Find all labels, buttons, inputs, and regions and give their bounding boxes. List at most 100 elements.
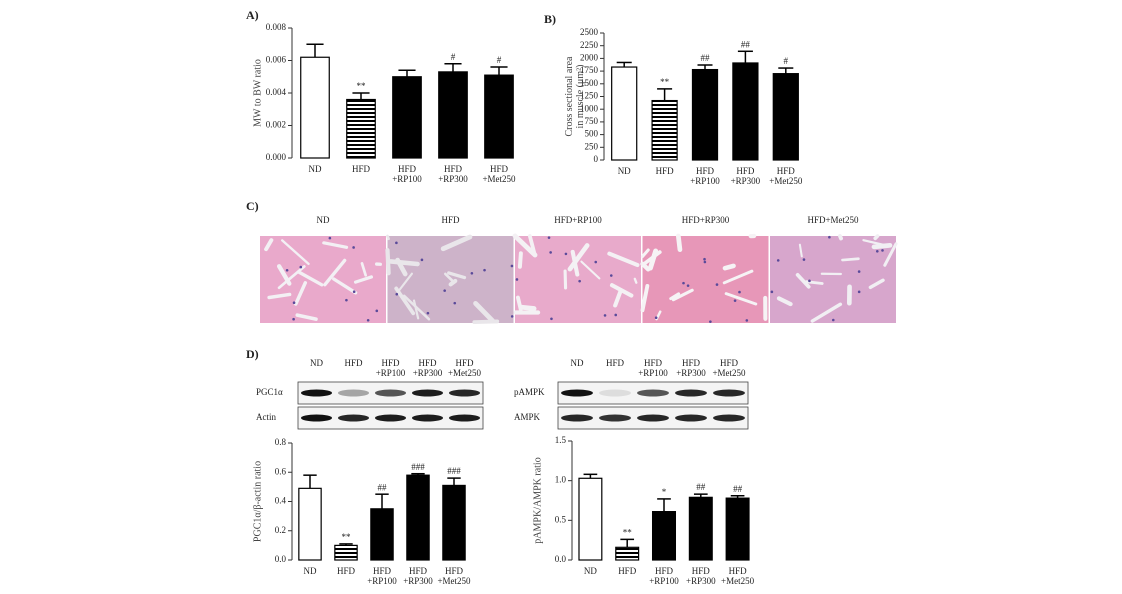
significance-label: ## — [696, 482, 706, 492]
cell-border — [394, 286, 416, 316]
cell-border — [385, 248, 391, 276]
bar — [688, 496, 713, 561]
y-tick-label: 2500 — [580, 27, 599, 37]
cell-border — [580, 260, 601, 280]
nucleus — [395, 241, 398, 245]
bar — [772, 73, 799, 161]
cell-border — [519, 304, 537, 312]
lane-label: HFD +RP100 — [376, 358, 406, 378]
y-tick-label: 1.0 — [555, 475, 567, 485]
blot-band — [675, 414, 707, 422]
y-tick-label: 1250 — [580, 91, 599, 101]
blot-band — [374, 389, 407, 397]
y-tick-label: 0.006 — [266, 55, 287, 65]
x-tick-label: HFD +RP100 — [367, 566, 397, 586]
bar — [484, 74, 514, 159]
bar — [651, 511, 677, 561]
y-tick-label: 0.000 — [266, 152, 287, 162]
x-tick-label: HFD +RP300 — [403, 566, 433, 586]
y-tick-label: 1.5 — [555, 435, 567, 445]
nucleus — [420, 258, 424, 262]
cell-border — [332, 277, 358, 295]
x-tick-label: HFD +Met250 — [721, 566, 755, 586]
cell-border — [804, 280, 824, 285]
lane-label: HFD +Met250 — [448, 358, 482, 378]
cell-border — [386, 234, 390, 241]
bar — [346, 98, 376, 159]
cell-border — [862, 239, 888, 247]
nucleus — [857, 270, 861, 273]
cell-border — [567, 243, 590, 272]
significance-label: ### — [447, 466, 461, 476]
nucleus — [352, 246, 355, 249]
bar — [691, 68, 719, 161]
cell-border — [412, 299, 420, 320]
y-tick-label: 0.0 — [555, 554, 567, 564]
nucleus — [594, 260, 598, 264]
nucleus — [776, 259, 780, 262]
y-tick-label: 0.002 — [266, 120, 286, 130]
blot-band — [675, 389, 707, 397]
image-label: HFD+RP100 — [554, 215, 602, 225]
x-tick-label: ND — [618, 166, 631, 176]
nucleus — [802, 258, 806, 261]
bar — [370, 508, 394, 561]
cell-border — [527, 234, 537, 255]
bar — [732, 62, 759, 161]
cell-border — [353, 275, 374, 284]
cell-border — [398, 272, 414, 291]
image-label: HFD — [441, 215, 460, 225]
cell-border — [640, 284, 650, 313]
nucleus — [285, 268, 289, 272]
cell-border — [633, 277, 638, 284]
blot-band — [637, 414, 669, 422]
lane-label: HFD +RP300 — [676, 358, 706, 378]
blot-band — [411, 414, 444, 422]
cell-border — [360, 262, 367, 277]
y-tick-label: 0.0 — [275, 554, 287, 564]
significance-label: ## — [701, 53, 711, 63]
nucleus — [709, 320, 712, 323]
nucleus — [515, 278, 519, 281]
y-tick-label: 0.008 — [266, 22, 287, 32]
blot-band — [561, 389, 593, 397]
x-tick-label: HFD +RP300 — [438, 164, 468, 184]
nucleus — [292, 317, 295, 321]
nucleus — [453, 301, 457, 305]
cell-border — [473, 300, 495, 324]
nucleus — [654, 316, 658, 320]
image-label: HFD+RP300 — [682, 215, 730, 225]
nucleus — [483, 268, 486, 272]
y-tick-label: 750 — [585, 116, 599, 126]
nucleus — [426, 311, 430, 315]
cell-border — [448, 278, 458, 287]
y-tick-label: 1750 — [580, 65, 599, 75]
cell-border — [675, 233, 683, 253]
panel-label: D) — [246, 347, 259, 361]
cell-border — [838, 234, 843, 241]
nucleus — [564, 252, 568, 256]
nucleus — [831, 318, 835, 322]
bar — [615, 546, 640, 561]
x-tick-label: HFD — [352, 164, 371, 174]
nucleus — [470, 271, 474, 275]
lane-label: HFD +RP100 — [638, 358, 668, 378]
nucleus — [614, 313, 618, 317]
image-label: HFD+Met250 — [807, 215, 859, 225]
x-tick-label: ND — [304, 566, 317, 576]
nucleus — [738, 290, 741, 294]
cell-border — [795, 272, 811, 289]
cell-border — [868, 278, 885, 290]
bar — [392, 76, 422, 159]
y-tick-label: 1500 — [580, 78, 599, 88]
blot-band — [599, 389, 631, 397]
cell-border — [517, 251, 523, 269]
cell-border — [295, 313, 318, 321]
lane-label: HFD +RP300 — [413, 358, 443, 378]
bar — [442, 484, 466, 561]
cell-border — [323, 258, 347, 287]
x-tick-label: HFD +RP100 — [392, 164, 422, 184]
y-tick-label: 2000 — [580, 52, 599, 62]
cell-border — [798, 243, 803, 258]
